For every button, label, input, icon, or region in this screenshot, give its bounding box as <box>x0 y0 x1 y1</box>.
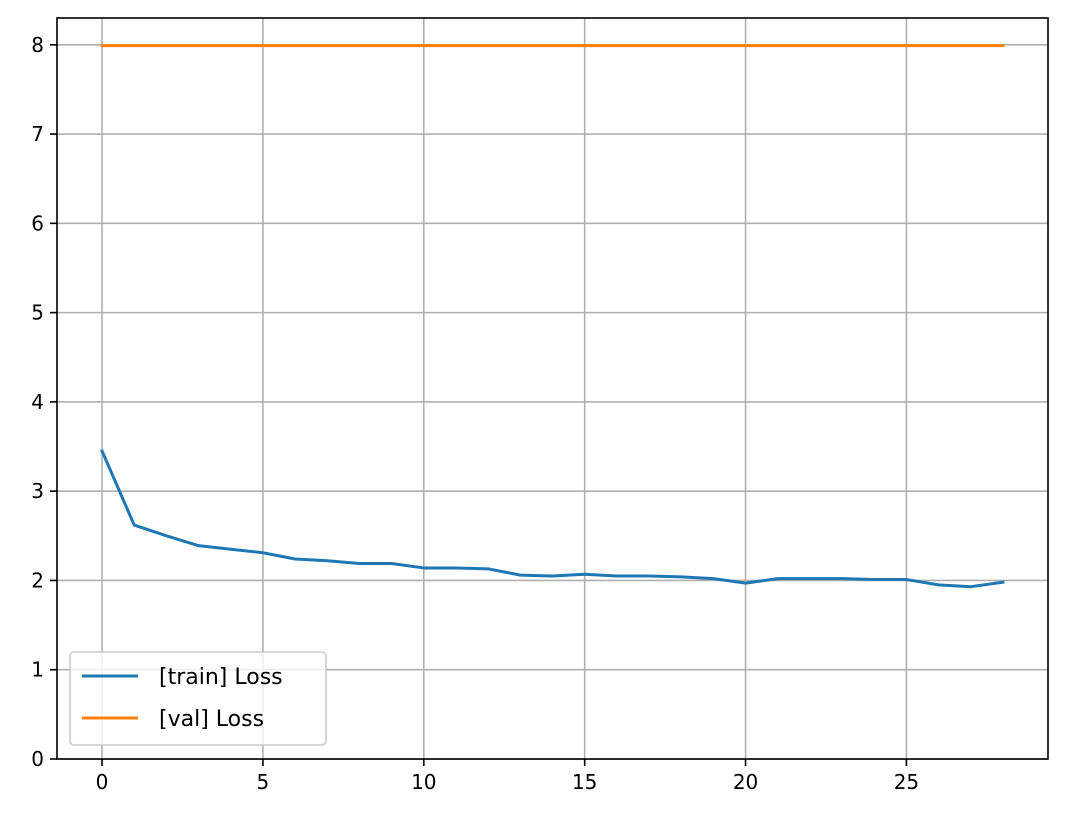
y-tick-label: 3 <box>31 479 44 503</box>
y-tick-label: 4 <box>31 390 44 414</box>
y-axis: 0 1 2 3 4 5 6 7 8 <box>31 33 57 771</box>
legend: [train] Loss [val] Loss <box>69 651 327 746</box>
x-tick-label: 25 <box>894 770 919 794</box>
series-line-0 <box>100 449 1005 589</box>
y-tick-label: 0 <box>31 747 44 771</box>
grid <box>57 18 1048 760</box>
x-tick-label: 0 <box>96 770 109 794</box>
x-tick-label: 20 <box>733 770 758 794</box>
x-tick-label: 5 <box>257 770 270 794</box>
plot-frame <box>56 17 1049 760</box>
x-tick-label: 10 <box>411 770 436 794</box>
y-tick-label: 8 <box>31 33 44 57</box>
x-axis: 0 5 10 15 20 25 <box>96 759 919 794</box>
y-tick-label: 2 <box>31 568 44 592</box>
x-tick-label: 15 <box>572 770 597 794</box>
series-lines <box>100 44 1005 589</box>
legend-label: [val] Loss <box>159 707 264 732</box>
y-tick-label: 5 <box>31 301 44 325</box>
y-tick-label: 7 <box>31 122 44 146</box>
legend-label: [train] Loss <box>159 665 283 690</box>
y-tick-label: 1 <box>31 658 44 682</box>
y-tick-label: 6 <box>31 211 44 235</box>
